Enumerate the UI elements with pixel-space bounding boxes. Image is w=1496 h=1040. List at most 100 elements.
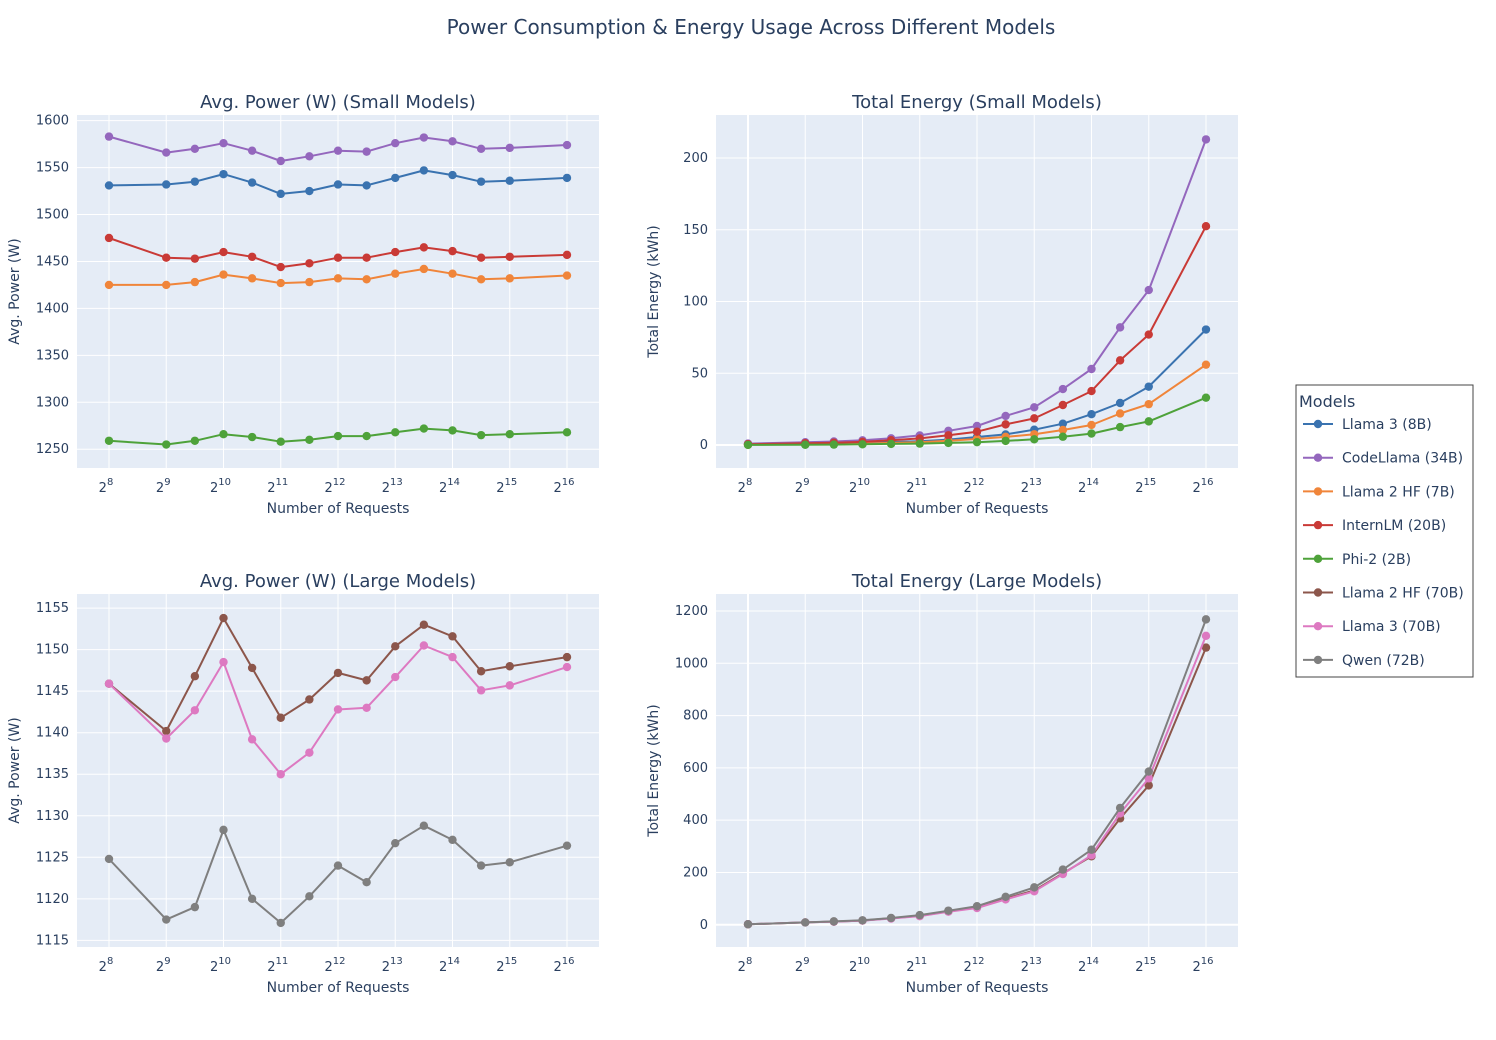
x-tick-label: 214 [439,956,460,975]
data-point [1001,420,1010,429]
legend-item-phi-2-2b[interactable]: Phi-2 (2B) [1303,552,1411,568]
y-tick-label: 1135 [36,767,69,782]
x-tick-label: 210 [849,956,870,975]
legend: Models Llama 3 (8B)CodeLlama (34B)Llama … [1295,384,1474,678]
data-point [1001,892,1010,901]
data-point [1058,865,1068,874]
legend-swatch-marker [1313,453,1323,462]
legend-item-llama-2-hf-70b[interactable]: Llama 2 HF (70B) [1303,586,1464,602]
data-point [562,173,572,183]
data-point [505,176,514,185]
data-point [505,681,514,690]
data-point [1058,432,1068,441]
data-point [505,858,514,867]
data-point [219,657,228,667]
data-point [1030,414,1039,423]
legend-item-llama-3-8b[interactable]: Llama 3 (8B) [1303,417,1432,433]
data-point [1087,364,1096,374]
data-point [505,430,514,439]
data-point [219,169,228,179]
legend-item-qwen-72b[interactable]: Qwen (72B) [1303,653,1425,669]
data-point [162,734,171,743]
data-point [276,437,285,446]
data-point [419,243,429,252]
data-point [505,252,514,261]
data-point [219,825,228,835]
y-tick-label: 0 [700,438,708,453]
y-axis-title: Avg. Power (W) [7,717,23,823]
y-axis-title: Total Energy (kWh) [646,704,662,837]
data-point [476,686,486,695]
data-point [362,181,371,190]
legend-item-llama-2-hf-7b[interactable]: Llama 2 HF (7B) [1303,484,1455,500]
data-point [562,662,572,672]
data-point [1144,399,1153,409]
data-point [190,706,200,715]
y-tick-label: 1350 [36,348,69,363]
y-tick-label: 1500 [36,208,69,223]
x-tick-label: 29 [156,956,171,975]
data-point [562,652,572,662]
x-tick-label: 212 [324,477,345,496]
data-point [276,918,285,928]
y-tick-label: 1200 [675,604,708,619]
series-qwen-72b [743,615,1211,929]
x-axis-title: Number of Requests [267,980,410,996]
data-point [944,906,953,915]
legend-swatch-marker [1313,419,1323,429]
legend-label: Phi-2 (2B) [1342,552,1411,568]
x-axis-title: Number of Requests [906,980,1049,996]
data-point [448,137,457,146]
data-point [104,280,114,290]
data-point [305,748,314,757]
data-point [1144,382,1153,391]
data-point [162,280,171,290]
data-point [362,147,371,156]
data-point [162,440,171,449]
data-point [162,726,171,736]
y-tick-label: 1115 [36,933,69,948]
legend-item-internlm-20b[interactable]: InternLM (20B) [1303,518,1446,534]
data-point [190,144,200,153]
data-point [162,253,171,262]
x-tick-label: 212 [963,477,984,496]
data-point [886,439,896,449]
y-tick-label: 1250 [36,442,69,457]
legend-swatch-marker [1313,520,1323,530]
data-point [219,430,228,439]
data-point [801,440,810,449]
data-point [1144,774,1153,783]
y-axis-title: Avg. Power (W) [7,238,23,344]
x-tick-label: 216 [553,956,574,975]
x-tick-label: 29 [795,477,810,496]
data-point [305,892,314,901]
data-point [448,632,457,641]
data-point [276,189,285,199]
y-tick-label: 1300 [36,395,69,410]
data-point [562,140,572,150]
data-point [305,695,314,704]
data-point [1087,429,1096,438]
data-point [419,166,429,175]
legend-item-codellama-34b[interactable]: CodeLlama (34B) [1303,451,1463,467]
data-point [944,438,953,448]
data-point [972,421,982,431]
y-tick-label: 1130 [36,809,69,824]
x-tick-label: 215 [496,477,517,496]
data-point [972,427,982,436]
data-point [1201,393,1211,402]
data-point [476,430,486,440]
data-point [1087,409,1096,419]
x-tick-label: 212 [324,956,345,975]
x-tick-label: 211 [267,956,288,975]
data-point [190,902,200,912]
legend-swatch-marker [1313,588,1323,597]
data-point [219,613,228,623]
legend-label: Llama 3 (8B) [1342,417,1432,433]
data-point [333,253,343,262]
data-point [305,186,314,196]
data-point [247,252,257,261]
data-point [562,841,572,850]
legend-item-llama-3-70b[interactable]: Llama 3 (70B) [1303,619,1441,635]
data-point [391,672,400,682]
